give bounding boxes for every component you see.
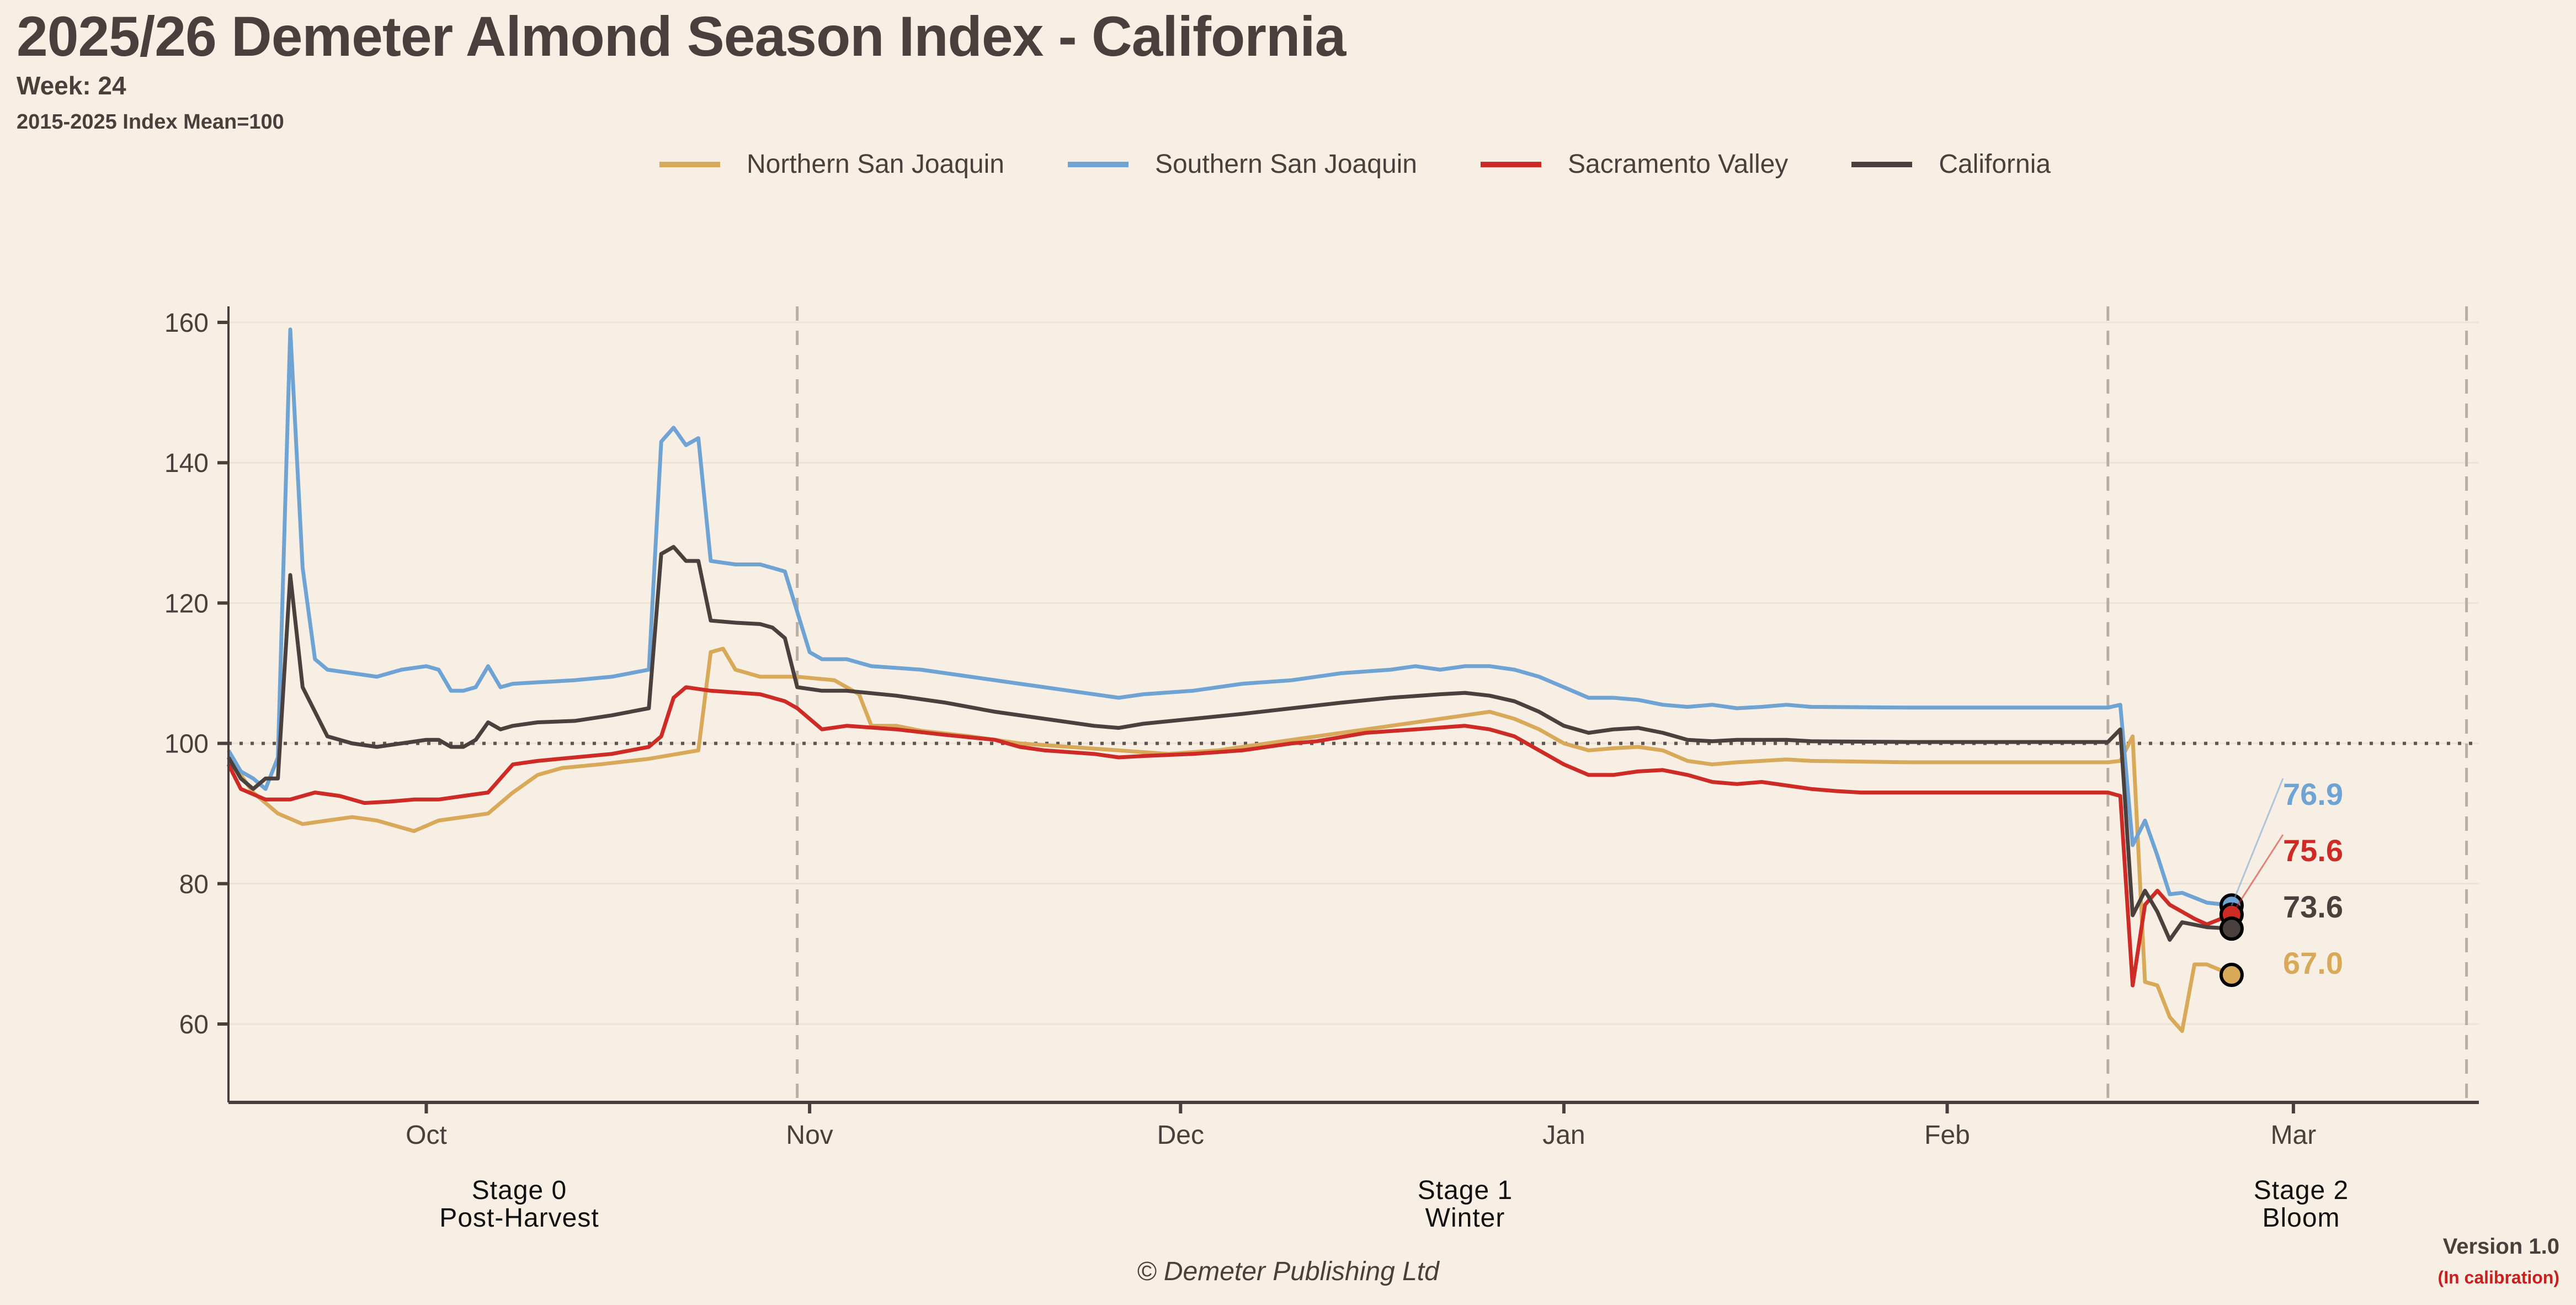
baseline-note: 2015-2025 Index Mean=100 — [17, 110, 284, 134]
week-label: Week: 24 — [17, 71, 126, 100]
version-label: Version 1.0 — [2442, 1234, 2559, 1259]
chart-legend: Northern San Joaquin Southern San Joaqui… — [659, 149, 2114, 179]
stage-label-1: Stage 1 Winter — [1418, 1177, 1513, 1232]
series-line-southern-san-joaquin — [226, 327, 2232, 908]
end-value-label: 73.6 — [2283, 889, 2343, 924]
legend-swatch-southern-san-joaquin — [1067, 161, 1129, 167]
legend-swatch-northern-san-joaquin — [659, 161, 720, 167]
legend-item-southern-san-joaquin[interactable]: Southern San Joaquin — [1067, 149, 1417, 179]
x-tick-label-jan: Jan — [1542, 1121, 1585, 1150]
x-tick-label-nov: Nov — [786, 1121, 833, 1150]
copyright: © Demeter Publishing Ltd — [1137, 1257, 1439, 1286]
axes: 60 80 100 120 140 160 Oct Nov Dec Jan Feb Mar — [164, 306, 2479, 1150]
series-line-california — [226, 545, 2232, 942]
legend-item-sacramento-valley[interactable]: Sacramento Valley — [1481, 149, 1788, 179]
y-tick-label: 80 — [179, 870, 209, 899]
series-lines — [226, 327, 2233, 1033]
end-labels: 76.9 75.6 73.6 67.0 — [2231, 777, 2343, 980]
y-tick-label: 60 — [179, 1010, 209, 1039]
end-value-label: 76.9 — [2283, 777, 2343, 811]
end-markers — [2219, 893, 2244, 988]
legend-label: California — [1939, 150, 2051, 179]
x-tick-label-feb: Feb — [1924, 1121, 1970, 1150]
x-tick-label-mar: Mar — [2271, 1121, 2317, 1150]
stage-1-name: Winter — [1425, 1203, 1505, 1233]
leader-line — [2231, 778, 2284, 906]
stage-0-name: Post-Harvest — [439, 1203, 599, 1233]
stage-2-number: Stage 2 — [2253, 1176, 2349, 1205]
y-tick-label: 100 — [164, 730, 209, 759]
calibration-note: (In calibration) — [2437, 1267, 2559, 1287]
y-tick-label: 140 — [164, 449, 209, 478]
end-value-label: 67.0 — [2283, 946, 2343, 980]
page-title: 2025/26 Demeter Almond Season Index - Ca… — [17, 5, 1346, 68]
end-marker-california[interactable] — [2219, 916, 2244, 941]
series-line-sacramento-valley — [226, 685, 2233, 988]
legend-swatch-sacramento-valley — [1481, 161, 1541, 167]
grid-lines — [228, 321, 2479, 1025]
legend-label: Sacramento Valley — [1568, 150, 1789, 179]
legend-swatch-california — [1851, 161, 1913, 167]
leader-line — [2231, 834, 2284, 915]
legend-label: Southern San Joaquin — [1154, 150, 1417, 179]
stage-2-name: Bloom — [2262, 1203, 2340, 1233]
reference-lines — [228, 306, 2479, 1102]
stage-label-2: Stage 2 Bloom — [2254, 1177, 2349, 1232]
y-tick-label: 120 — [164, 589, 209, 618]
y-tick-label: 160 — [164, 309, 209, 338]
legend-label: Northern San Joaquin — [747, 150, 1004, 179]
stage-label-0: Stage 0 Post-Harvest — [439, 1177, 599, 1232]
x-tick-label-oct: Oct — [406, 1121, 447, 1150]
legend-item-california[interactable]: California — [1851, 149, 2051, 179]
stage-0-number: Stage 0 — [471, 1176, 567, 1205]
end-value-label: 75.6 — [2283, 833, 2343, 868]
stage-1-number: Stage 1 — [1417, 1176, 1513, 1205]
legend-item-northern-san-joaquin[interactable]: Northern San Joaquin — [659, 149, 1004, 179]
end-marker-northern-san-joaquin[interactable] — [2219, 963, 2244, 988]
x-tick-label-dec: Dec — [1157, 1121, 1204, 1150]
